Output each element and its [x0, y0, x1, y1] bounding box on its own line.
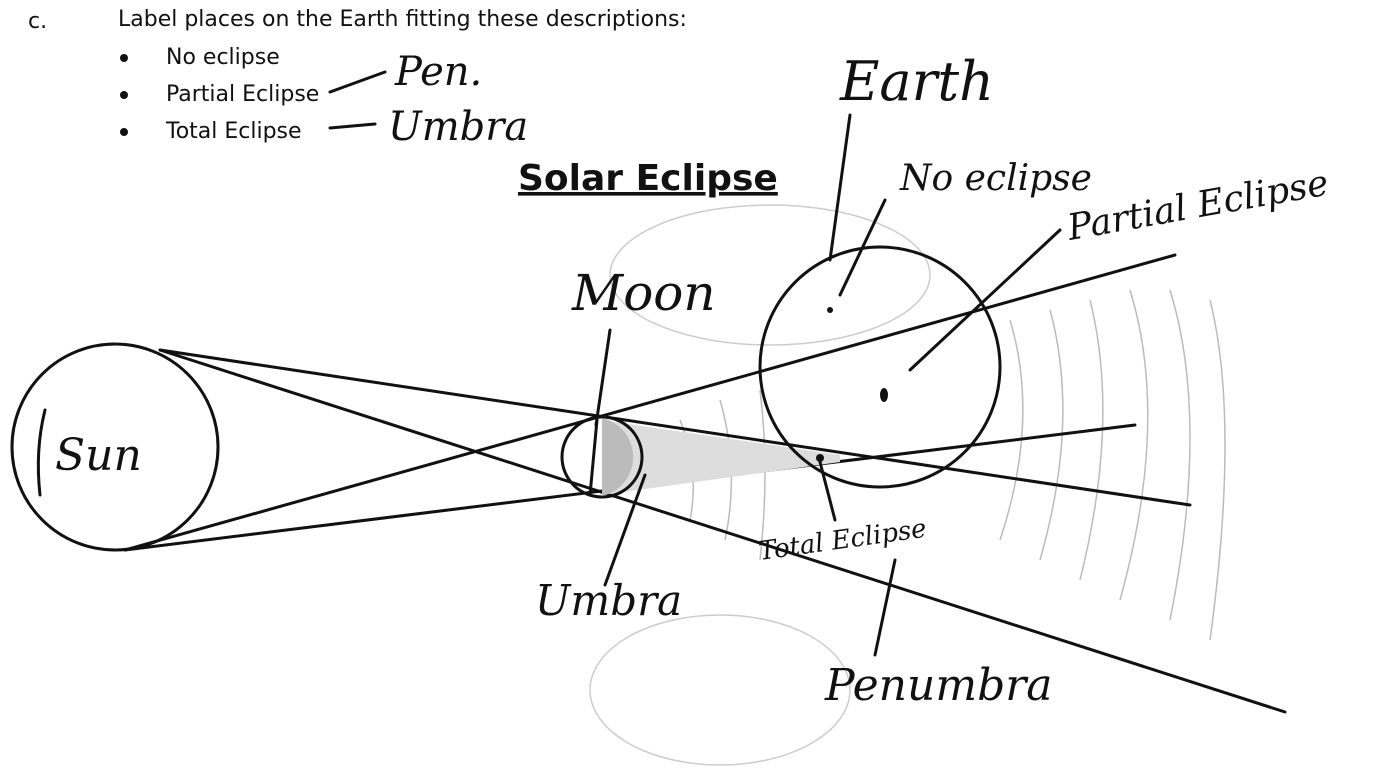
bullet	[120, 128, 128, 136]
total-eclipse-label: Total Eclipse	[757, 514, 929, 567]
list-item: Partial Eclipse	[166, 82, 319, 107]
moon-label: Moon	[571, 264, 716, 322]
umbra-label: Umbra	[535, 576, 682, 625]
sun-label: Sun	[55, 430, 142, 481]
bullet	[120, 91, 128, 99]
handwritten-answer: Umbra	[388, 104, 528, 150]
dash	[330, 72, 385, 92]
list-item: Total Eclipse	[165, 119, 302, 144]
earth-label: Earth	[839, 50, 994, 113]
no-eclipse-label: No eclipse	[899, 158, 1092, 199]
question-letter: c.	[28, 9, 47, 34]
page: {"question": {"letter": "c.", "prompt": …	[0, 0, 1380, 774]
umbra-region	[602, 420, 840, 495]
pencil-mark	[590, 615, 850, 765]
leader-line	[875, 560, 895, 655]
handwritten-answer: Pen.	[394, 49, 482, 95]
partial-eclipse-label: Partial Eclipse	[1063, 163, 1331, 249]
point	[827, 307, 833, 313]
leader-line	[596, 330, 610, 425]
earth	[760, 247, 1000, 487]
question-prompt: Label places on the Earth fitting these …	[118, 7, 687, 32]
leader-line	[820, 462, 835, 520]
list-item: No eclipse	[166, 45, 280, 70]
bullet	[120, 54, 128, 62]
penumbra-label: Penumbra	[824, 660, 1053, 711]
leader-line	[910, 230, 1060, 370]
dash	[330, 124, 375, 128]
point	[880, 388, 888, 402]
moon-mark	[590, 420, 597, 495]
diagram-title: Solar Eclipse	[518, 158, 778, 199]
sun-mark	[38, 410, 45, 495]
ray	[160, 350, 1285, 712]
worksheet: c. Label places on the Earth fitting the…	[0, 0, 1380, 774]
leader-line	[830, 115, 850, 260]
